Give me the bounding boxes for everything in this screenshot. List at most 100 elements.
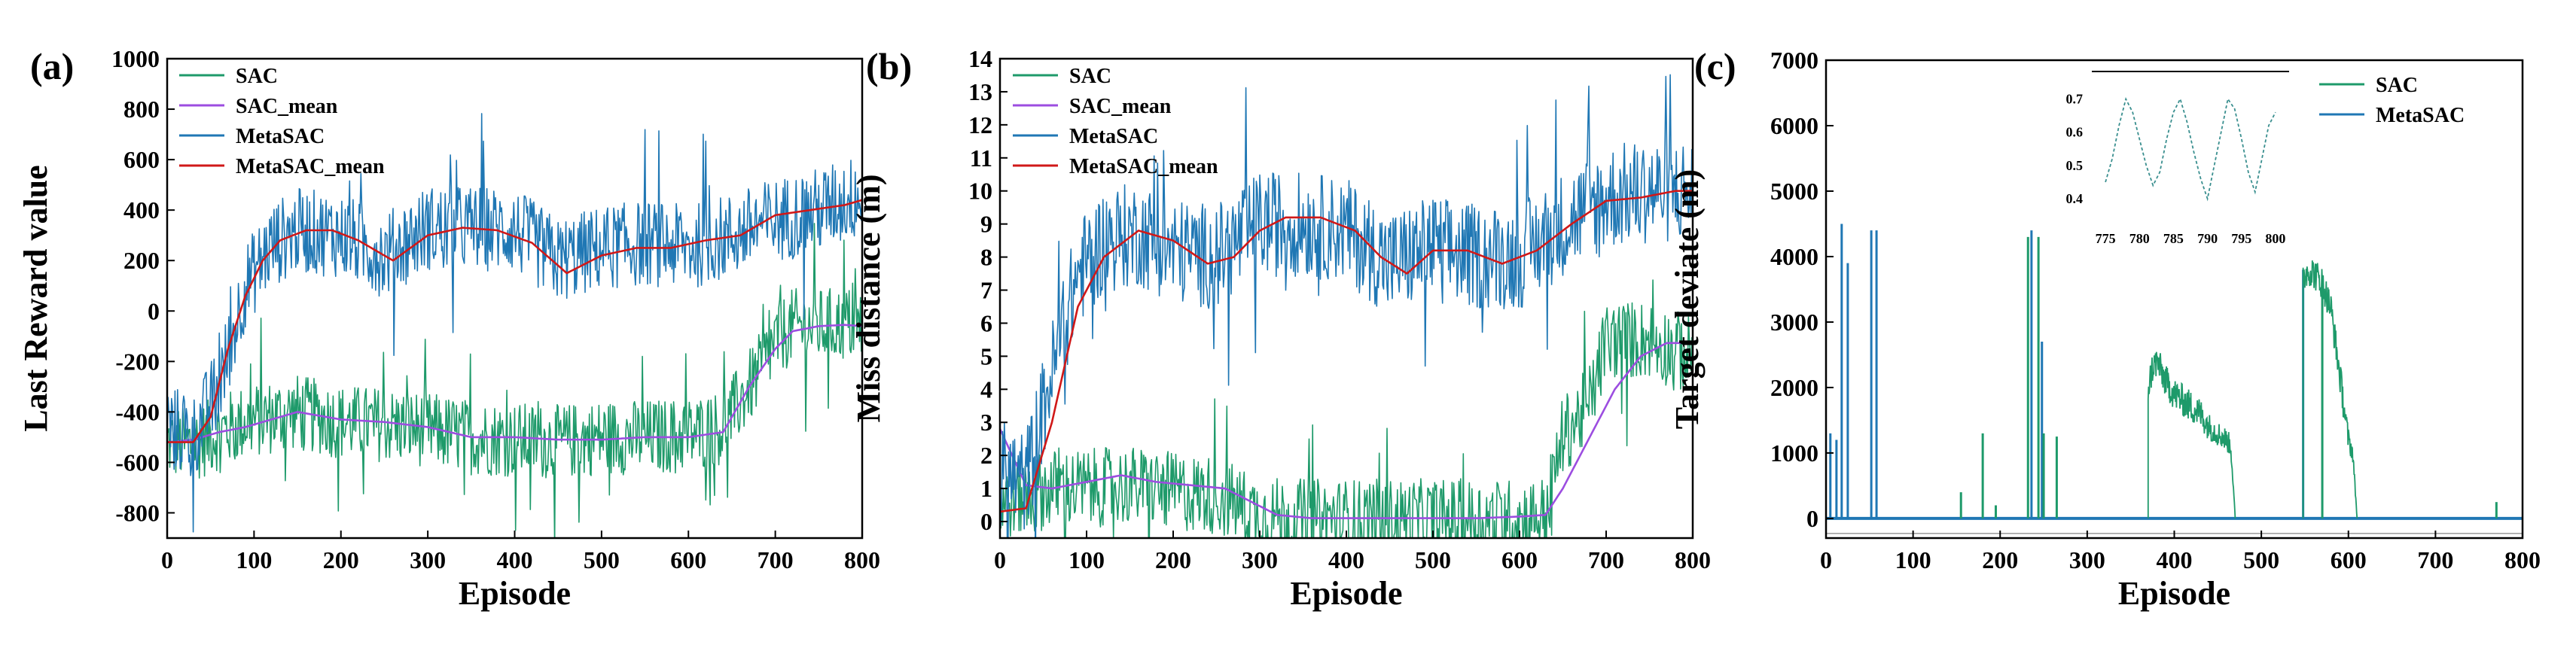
y-tick-label: 0 <box>980 508 992 535</box>
y-tick-label: 7 <box>980 277 992 304</box>
legend-label: SAC_mean <box>236 95 338 118</box>
legend-label: MetaSAC <box>2376 104 2465 127</box>
legend: SAC SAC_mean MetaSAC MetaSAC_mean <box>1013 65 1218 178</box>
legend-label: MetaSAC_mean <box>236 155 385 178</box>
x-axis-label: Episode <box>1290 575 1402 612</box>
legend-label: SAC_mean <box>1069 95 1172 118</box>
sac-deviation-block <box>2302 260 2358 519</box>
y-tick-label: 5 <box>980 342 992 369</box>
y-tick-label: -800 <box>115 499 160 526</box>
x-tick-label: 200 <box>1982 546 2018 573</box>
y-tick-label: 14 <box>968 45 992 72</box>
y-axis-label: Target deviate (m) <box>1669 169 1706 429</box>
series-line-metasac-mean <box>1000 190 1693 513</box>
x-tick-label: 700 <box>758 546 794 573</box>
x-tick-label: 100 <box>1069 546 1105 573</box>
panel-b: 0 100 200 300 400 500 600 700 800012345678910111… <box>850 45 1711 612</box>
y-tick-label: 10 <box>968 178 992 205</box>
y-tick-label: 6000 <box>1770 112 1818 139</box>
y-axis-label: Last Reward value <box>17 165 54 431</box>
series-line-sac-mean <box>1000 342 1693 519</box>
x-tick-label: 800 <box>1675 546 1711 573</box>
series-line-sac-mean <box>167 324 862 443</box>
panel-c: 775 780 785 790 795 800 0.7 0.6 0.5 0.4 0 100 200 300… <box>1669 45 2541 612</box>
x-tick-label: 600 <box>670 546 706 573</box>
y-tick-label: 800 <box>123 96 160 123</box>
y-tick-label: 600 <box>123 146 160 173</box>
x-tick-label: 200 <box>323 546 359 573</box>
y-tick-label: 8 <box>980 244 992 271</box>
y-tick-label: 13 <box>968 78 992 105</box>
sac-deviation-block <box>2147 351 2236 519</box>
series-line-metasac <box>1000 74 1693 538</box>
x-tick-label: 700 <box>2417 546 2453 573</box>
x-tick-label: 0 <box>161 546 173 573</box>
inset-y-tick-label: 0.5 <box>2066 158 2084 173</box>
x-axis-label: Episode <box>459 575 571 612</box>
inset-x-tick-label: 785 <box>2163 231 2184 246</box>
legend-label: SAC <box>2376 74 2418 97</box>
inset-x-tick-label: 780 <box>2129 231 2150 246</box>
inset-y-tick-label: 0.4 <box>2066 191 2084 206</box>
x-tick-label: 500 <box>2243 546 2279 573</box>
plot-area <box>167 113 862 538</box>
legend-label: MetaSAC <box>1069 125 1158 148</box>
inset-x-tick-label: 790 <box>2197 231 2218 246</box>
y-tick-label: 6 <box>980 309 992 336</box>
legend: SAC MetaSAC <box>2319 74 2465 127</box>
series-line-metasac <box>167 113 862 533</box>
panel-label: (b) <box>866 45 912 87</box>
panel-label: (c) <box>1694 45 1736 87</box>
x-tick-label: 100 <box>236 546 272 573</box>
y-tick-label: 1000 <box>1770 439 1818 467</box>
y-tick-label: 200 <box>123 247 160 274</box>
legend-label: MetaSAC <box>236 125 325 148</box>
x-tick-label: 400 <box>497 546 533 573</box>
y-tick-label: -600 <box>115 449 160 476</box>
plot-frame <box>1825 59 2524 540</box>
y-tick-label: 3 <box>980 409 992 436</box>
x-tick-label: 500 <box>1415 546 1451 573</box>
x-tick-label: 100 <box>1895 546 1931 573</box>
y-tick-label: 9 <box>980 211 992 238</box>
y-tick-label: 1 <box>980 475 992 502</box>
panel-a: 0 100 200 300 400 500 600 700 800 -800 -600 -400 -20… <box>17 45 880 612</box>
series-line-sac <box>1000 279 1693 538</box>
x-tick-label: 800 <box>2504 546 2541 573</box>
y-axis-label: Miss distance (m) <box>850 175 887 423</box>
y-tick-label: 4000 <box>1770 243 1818 270</box>
x-tick-label: 300 <box>2069 546 2105 573</box>
y-tick-label: 5000 <box>1770 178 1818 205</box>
legend-label: SAC <box>236 65 278 88</box>
legend-label: SAC <box>1069 65 1111 88</box>
y-tick-label: 11 <box>970 144 992 172</box>
inset-x-tick-label: 775 <box>2096 231 2116 246</box>
series-line-sac <box>167 223 862 538</box>
inset-y-tick-label: 0.6 <box>2066 125 2084 140</box>
x-tick-label: 600 <box>2331 546 2367 573</box>
x-axis-label: Episode <box>2118 575 2230 612</box>
y-tick-label: -400 <box>115 398 160 425</box>
inset-plot: 775 780 785 790 795 800 0.7 0.6 0.5 0.4 <box>2066 71 2289 246</box>
y-tick-label: 0 <box>148 297 160 324</box>
x-tick-label: 500 <box>584 546 620 573</box>
plot-area <box>1826 224 2523 534</box>
x-tick-label: 800 <box>844 546 880 573</box>
inset-series-line <box>2105 96 2276 202</box>
plot-area <box>1000 74 1693 538</box>
x-tick-label: 0 <box>994 546 1006 573</box>
inset-x-tick-label: 795 <box>2231 231 2251 246</box>
x-tick-label: 400 <box>2157 546 2193 573</box>
inset-y-tick-label: 0.7 <box>2066 92 2084 107</box>
x-tick-label: 300 <box>1242 546 1278 573</box>
y-tick-label: 4 <box>980 376 992 403</box>
y-tick-label: 3000 <box>1770 309 1818 336</box>
x-tick-label: 600 <box>1501 546 1538 573</box>
panel-label: (a) <box>30 45 74 87</box>
y-tick-label: 2000 <box>1770 374 1818 401</box>
legend-label: MetaSAC_mean <box>1069 155 1218 178</box>
y-tick-label: 0 <box>1806 505 1818 532</box>
y-tick-label: 12 <box>968 111 992 138</box>
x-tick-label: 300 <box>410 546 446 573</box>
